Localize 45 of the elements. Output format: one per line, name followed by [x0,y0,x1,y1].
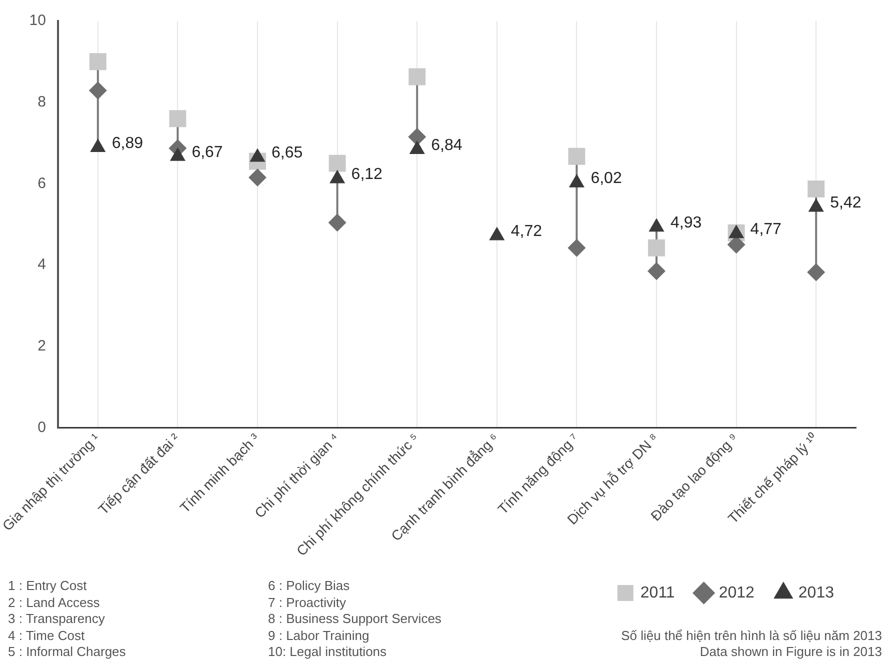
text: Data shown in Figure is in 2013 [698,644,882,660]
y-tick-label: 0 [38,418,46,436]
legend-label: 2013 [798,584,834,602]
y-tick-label: 6 [38,174,46,192]
point [568,148,586,165]
text: 2 : Land Access [8,594,101,611]
text: 7 : Proactivity [268,594,348,611]
legend-label: 2012 [718,584,755,602]
point [408,128,426,146]
point [408,68,426,86]
text: 5 : Informal Charges [8,644,127,660]
text: 6 : Policy Bias [268,578,351,594]
data-label: 6,65 [271,144,303,162]
point [248,168,266,187]
point [88,82,107,100]
text: 10: Legal institutions [268,644,388,660]
text: 8 : Business Support Services [268,611,442,628]
data-label: 4,72 [510,223,542,240]
data-label: 6,67 [192,144,223,161]
data-label: 6,12 [351,166,383,184]
data-label: 6,02 [590,170,622,188]
point [568,238,586,257]
point [328,214,346,232]
data-label: 6,84 [431,136,462,154]
text: Số liệu thể hiện trên hình là số liệu năm 2013 [621,628,882,644]
text: 3 : Transparency [8,611,106,628]
text: 9 : Labor Training [268,628,370,644]
point [648,262,666,280]
y-tick-label: 10 [29,12,46,30]
point [807,263,826,282]
y-tick-label: 4 [38,256,46,274]
point [808,180,825,198]
y-tick-label: 2 [38,337,46,354]
point [89,53,106,70]
point [328,154,346,172]
data-label: 6,89 [112,134,144,152]
legend-label: 2011 [640,584,675,602]
data-label: 4,77 [750,221,782,238]
text: 1 : Entry Cost [8,578,88,594]
data-label: 5,42 [830,194,862,212]
point [648,239,665,256]
y-tick-label: 8 [38,93,46,110]
text: 4 : Time Cost [8,628,86,644]
point [169,110,186,128]
data-label: 4,93 [670,214,702,232]
